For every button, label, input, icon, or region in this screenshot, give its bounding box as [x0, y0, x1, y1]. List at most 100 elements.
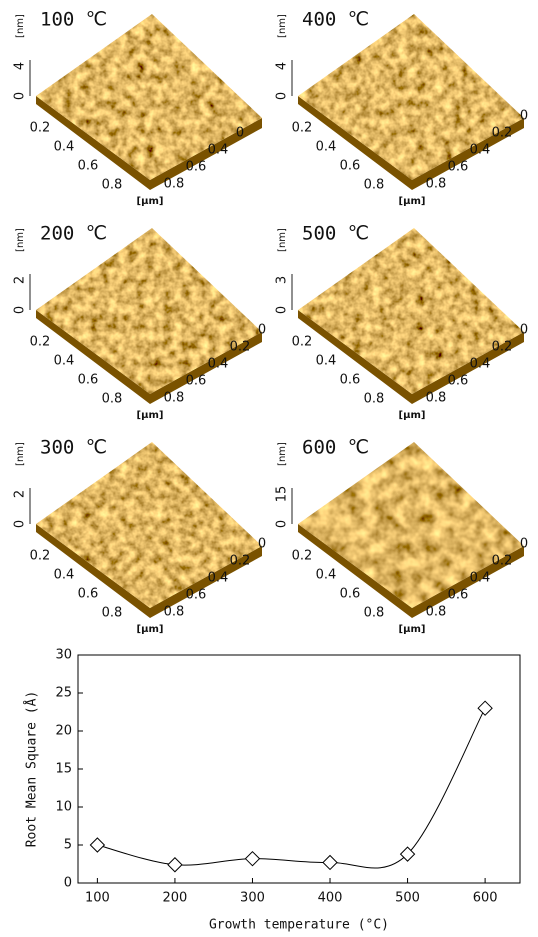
x-tick-label: 0.4	[54, 568, 75, 583]
x-tick-label: 0.8	[364, 178, 385, 193]
x-tick-label: 0.2	[30, 121, 51, 136]
panel-label: 100 ℃	[40, 9, 107, 31]
x-tick-label: 0.8	[102, 178, 123, 193]
z-unit: [nm]	[15, 228, 26, 252]
data-line	[97, 708, 485, 868]
data-point	[478, 701, 492, 715]
afm-panel: 100 ℃04[nm]0.20.40.60.800.40.60.8[μm]	[13, 9, 263, 208]
xy-unit: [μm]	[399, 410, 426, 421]
y-tick-label: 5	[64, 838, 72, 853]
panel-label: 300 ℃	[40, 437, 107, 459]
y-tick-label: 0	[236, 126, 244, 141]
z-tick-label: 0	[275, 92, 290, 100]
z-tick-label: 4	[275, 62, 290, 70]
y-tick-label: 0.2	[492, 126, 513, 141]
x-tick-label: 0.6	[78, 587, 99, 602]
y-tick-label: 0.8	[426, 177, 447, 192]
z-unit: [nm]	[277, 14, 288, 38]
x-tick-label: 0.4	[316, 568, 337, 583]
y-tick-label: 0.2	[230, 340, 251, 355]
y-tick-label: 0.4	[208, 571, 229, 586]
x-tick-label: 0.4	[316, 354, 337, 369]
y-tick-label: 0.6	[186, 374, 207, 389]
y-tick-label: 0.8	[426, 391, 447, 406]
x-tick-label: 500	[395, 891, 420, 906]
x-tick-label: 0.4	[316, 140, 337, 155]
x-tick-label: 0.6	[78, 159, 99, 174]
x-tick-label: 0.6	[340, 373, 361, 388]
z-tick-label: 0	[275, 306, 290, 314]
y-tick-label: 0	[520, 109, 528, 124]
data-point	[90, 838, 104, 852]
z-unit: [nm]	[277, 442, 288, 466]
z-tick-label: 2	[13, 276, 28, 284]
data-point	[245, 852, 259, 866]
x-tick-label: 400	[318, 891, 343, 906]
x-tick-label: 0.2	[30, 335, 51, 350]
afm-panel: 500 ℃03[nm]0.20.40.60.800.20.40.60.8[μm]	[275, 223, 529, 422]
z-tick-label: 4	[13, 62, 28, 70]
x-tick-label: 0.2	[292, 121, 313, 136]
y-tick-label: 0.4	[470, 571, 491, 586]
x-tick-label: 0.2	[30, 549, 51, 564]
afm-panel: 600 ℃015[nm]0.20.40.60.800.20.40.60.8[μm…	[275, 437, 529, 636]
y-tick-label: 0.4	[208, 143, 229, 158]
x-tick-label: 0.2	[292, 335, 313, 350]
x-tick-label: 0.8	[102, 606, 123, 621]
z-unit: [nm]	[15, 14, 26, 38]
y-tick-label: 0.2	[492, 340, 513, 355]
plot-frame	[78, 655, 520, 883]
data-point	[323, 855, 337, 869]
x-tick-label: 0.8	[102, 392, 123, 407]
afm-panel: 200 ℃02[nm]0.20.40.60.800.20.40.60.8[μm]	[13, 223, 267, 422]
y-tick-label: 0.4	[208, 357, 229, 372]
z-tick-label: 0	[13, 306, 28, 314]
z-tick-label: 2	[13, 490, 28, 498]
y-tick-label: 0.2	[230, 554, 251, 569]
x-axis-label: Growth temperature (°C)	[209, 918, 389, 933]
x-tick-label: 0.4	[54, 354, 75, 369]
xy-unit: [μm]	[137, 410, 164, 421]
xy-unit: [μm]	[399, 624, 426, 635]
y-tick-label: 30	[55, 648, 72, 663]
figure: 100 ℃04[nm]0.20.40.60.800.40.60.8[μm]400…	[0, 0, 538, 937]
x-tick-label: 300	[240, 891, 265, 906]
y-tick-label: 0.8	[426, 605, 447, 620]
y-tick-label: 0.6	[448, 374, 469, 389]
y-tick-label: 0.6	[448, 160, 469, 175]
x-tick-label: 200	[163, 891, 188, 906]
y-axis-label: Root Mean Square (Å)	[24, 691, 40, 848]
z-unit: [nm]	[277, 228, 288, 252]
y-tick-label: 0.4	[470, 357, 491, 372]
z-tick-label: 0	[13, 92, 28, 100]
y-tick-label: 0.4	[470, 143, 491, 158]
y-tick-label: 0	[520, 323, 528, 338]
panel-label: 200 ℃	[40, 223, 107, 245]
panel-label: 500 ℃	[302, 223, 369, 245]
z-unit: [nm]	[15, 442, 26, 466]
afm-panel: 300 ℃02[nm]0.20.40.60.800.20.40.60.8[μm]	[13, 437, 267, 636]
y-tick-label: 0	[258, 323, 266, 338]
y-tick-label: 0.2	[492, 554, 513, 569]
x-tick-label: 600	[473, 891, 498, 906]
y-tick-label: 0.8	[164, 177, 185, 192]
y-tick-label: 0.6	[448, 588, 469, 603]
x-tick-label: 0.6	[78, 373, 99, 388]
x-tick-label: 0.4	[54, 140, 75, 155]
xy-unit: [μm]	[399, 196, 426, 207]
y-tick-label: 25	[55, 686, 72, 701]
y-tick-label: 0	[520, 537, 528, 552]
y-tick-label: 20	[55, 724, 72, 739]
z-tick-label: 0	[275, 520, 290, 528]
x-tick-label: 0.2	[292, 549, 313, 564]
x-tick-label: 0.6	[340, 159, 361, 174]
x-tick-label: 0.6	[340, 587, 361, 602]
y-tick-label: 15	[55, 762, 72, 777]
y-tick-label: 0	[258, 537, 266, 552]
y-tick-label: 0.8	[164, 391, 185, 406]
x-tick-label: 0.8	[364, 392, 385, 407]
xy-unit: [μm]	[137, 624, 164, 635]
z-tick-label: 3	[275, 276, 290, 284]
y-tick-label: 0.6	[186, 160, 207, 175]
x-tick-label: 0.8	[364, 606, 385, 621]
